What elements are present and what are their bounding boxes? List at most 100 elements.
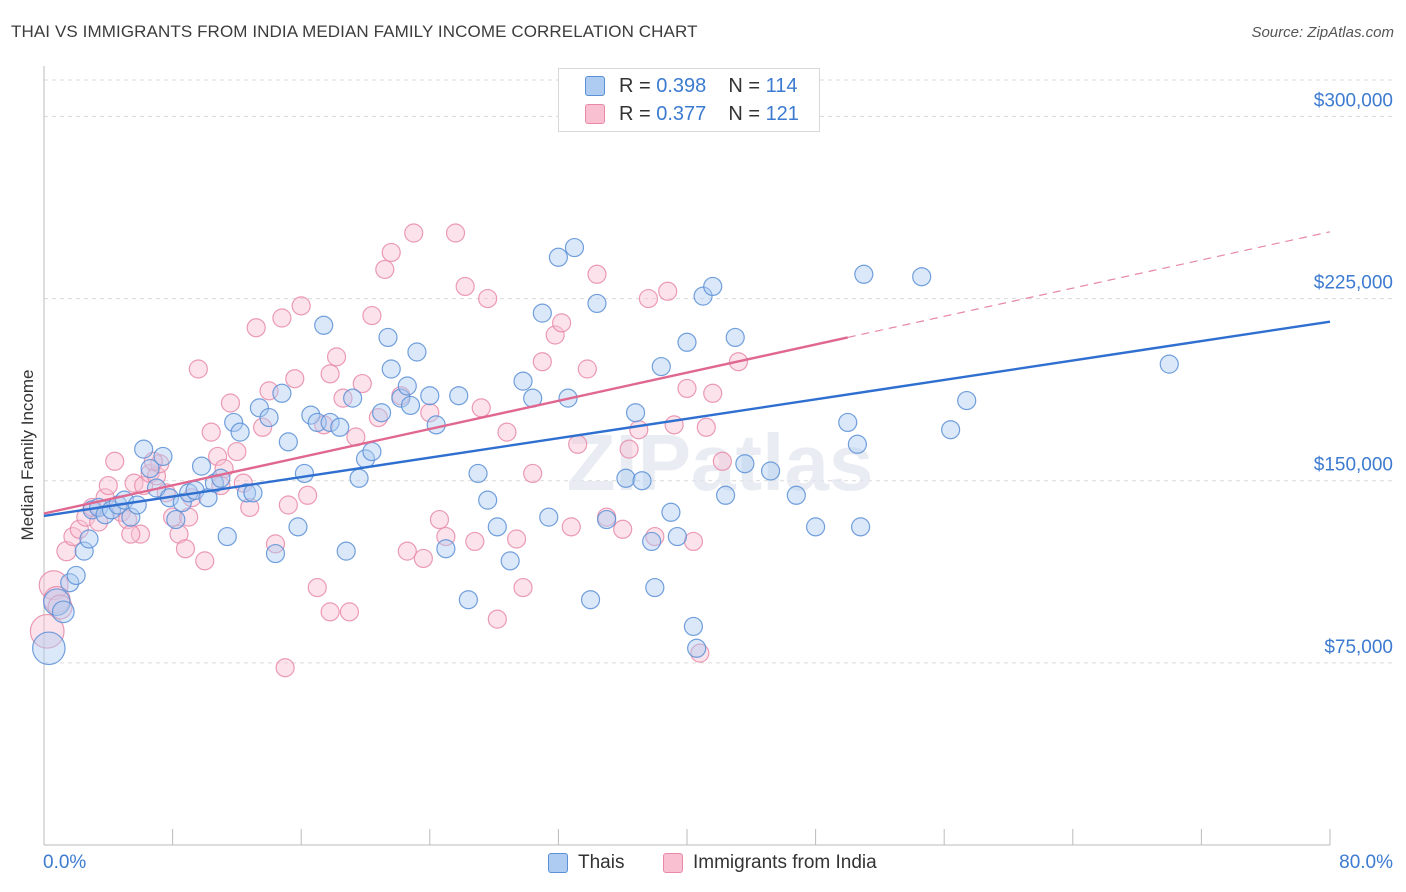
thai-point: [760, 461, 781, 481]
thai-point: [60, 573, 80, 593]
thai-point: [715, 485, 736, 505]
india-point: [568, 434, 588, 454]
india-point: [613, 519, 633, 539]
thai-point: [349, 468, 369, 488]
india-point: [69, 519, 89, 539]
thai-point: [957, 390, 977, 411]
thai-point: [153, 446, 173, 467]
thais-legend-label: Thais: [578, 852, 625, 873]
india-r-label: R =: [619, 102, 651, 125]
india-n-label: N =: [728, 102, 760, 125]
india-point: [696, 417, 716, 437]
thai-swatch: [585, 76, 605, 96]
india-point: [307, 577, 327, 598]
legend-row-thai: R = 0.398 N = 114: [585, 73, 797, 99]
india-point: [619, 439, 639, 459]
india-point: [404, 223, 424, 243]
thai-point: [1159, 354, 1179, 374]
india-point: [638, 288, 659, 309]
india-point: [587, 264, 607, 284]
india-point: [532, 352, 552, 372]
thai-point: [645, 577, 665, 598]
india-point: [629, 420, 649, 440]
thai-point: [667, 526, 687, 547]
india-point: [429, 509, 450, 530]
thai-point: [43, 588, 71, 616]
india-point: [130, 524, 151, 544]
thai-point: [249, 398, 270, 418]
india-point: [272, 308, 292, 328]
thai-n-value: 114: [765, 74, 798, 97]
thais-legend-swatch: [548, 853, 568, 873]
india-legend-swatch: [663, 853, 683, 873]
thai-point: [217, 526, 237, 547]
india-point: [285, 369, 305, 389]
series-legend: Thais Immigrants from India: [0, 852, 1406, 878]
thai-point: [330, 417, 350, 437]
x-tick-max: 80.0%: [1339, 852, 1393, 873]
thai-point: [851, 517, 871, 537]
thai-point: [564, 237, 585, 258]
india-point: [375, 259, 395, 280]
india-point: [275, 658, 295, 678]
thai-point: [140, 458, 160, 479]
thai-point: [378, 327, 398, 348]
india-point: [523, 463, 543, 484]
india-point: [420, 403, 440, 423]
thai-point: [941, 420, 961, 440]
thai-point: [397, 376, 417, 396]
thai-point: [230, 422, 250, 442]
thai-point: [677, 332, 697, 352]
india-trend-line: [43, 336, 849, 515]
thai-point: [587, 293, 607, 314]
thai-point: [838, 412, 858, 433]
india-point: [703, 383, 723, 403]
india-point: [333, 388, 353, 408]
india-point: [381, 242, 401, 263]
india-point: [278, 495, 298, 515]
thai-trend-line: [43, 320, 1331, 518]
thai-point: [532, 303, 552, 323]
thai-point: [320, 412, 340, 433]
india-point: [471, 398, 491, 418]
india-point: [320, 364, 340, 384]
trend-lines: [43, 231, 1331, 518]
india-point: [455, 276, 475, 297]
thai-point: [294, 463, 315, 484]
legend-item-thais[interactable]: Thais: [548, 852, 624, 874]
thai-point: [314, 315, 334, 335]
india-point: [291, 296, 311, 316]
axes: [43, 66, 1331, 846]
india-point: [507, 529, 527, 549]
india-point: [89, 512, 109, 532]
thai-point: [847, 434, 867, 454]
thai-point: [426, 415, 446, 435]
thai-point: [687, 638, 707, 658]
thai-point: [632, 471, 652, 491]
india-point: [413, 548, 433, 569]
y-tick-label: $225,000: [1314, 273, 1393, 294]
india-point: [201, 422, 221, 442]
thai-point: [625, 403, 646, 423]
india-point: [98, 475, 118, 496]
india-r-value: 0.377: [656, 102, 707, 125]
india-point: [362, 305, 382, 326]
india-point: [683, 531, 704, 552]
india-point: [465, 531, 485, 552]
thai-point: [243, 483, 263, 503]
thai-point: [487, 517, 507, 537]
india-point: [513, 577, 533, 598]
india-point: [246, 318, 266, 338]
thai-point: [381, 359, 401, 379]
india-point: [497, 422, 517, 442]
legend-item-india[interactable]: Immigrants from India: [663, 852, 877, 874]
thai-point: [548, 247, 569, 267]
india-point: [117, 509, 138, 530]
legend-row-india: R = 0.377 N = 121: [585, 101, 799, 127]
india-point: [561, 517, 581, 537]
thai-point: [478, 490, 498, 510]
thai-point: [854, 264, 874, 284]
thai-point: [211, 468, 231, 488]
thai-point: [288, 517, 308, 537]
